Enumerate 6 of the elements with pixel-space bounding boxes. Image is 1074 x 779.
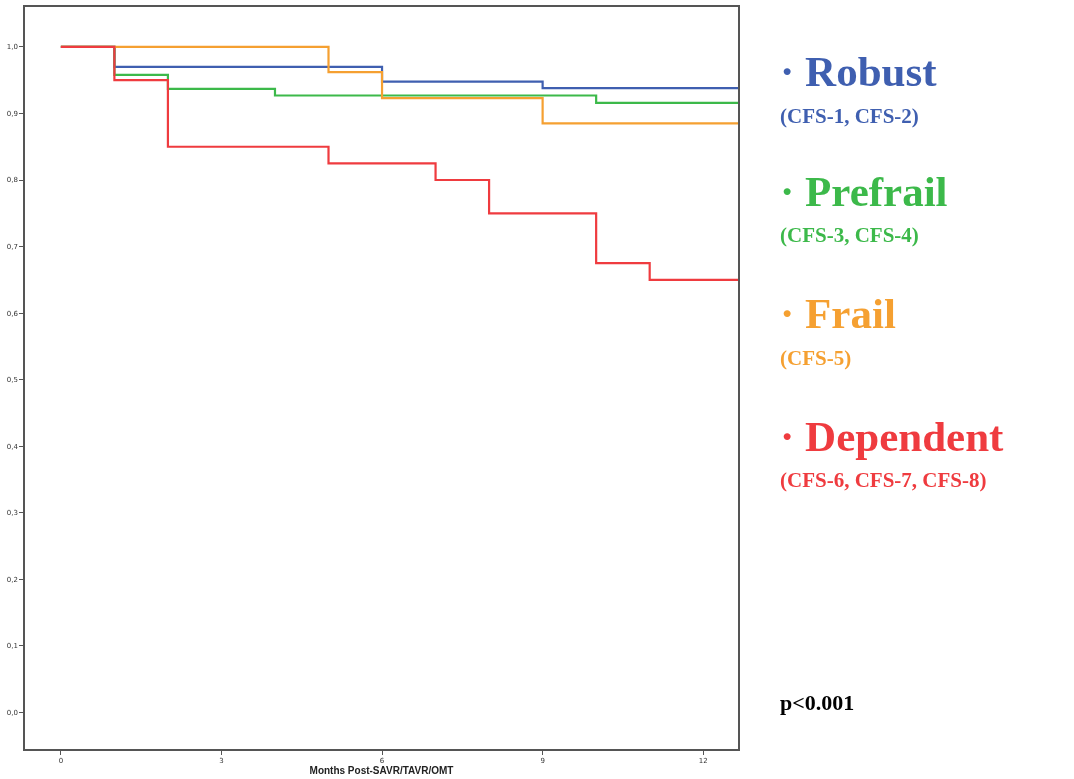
series-label: · Prefrail (CFS-3, CFS-4)	[780, 168, 948, 247]
series-label: · Robust (CFS-1, CFS-2)	[780, 48, 938, 128]
text: · Dependent (CFS-6, CFS-7, CFS-8)	[780, 413, 1005, 492]
text: p<0.001	[780, 690, 855, 715]
text: · Frail (CFS-5)	[780, 290, 896, 370]
x-axis-title: Months Post-SAVR/TAVR/OMT	[309, 765, 454, 777]
